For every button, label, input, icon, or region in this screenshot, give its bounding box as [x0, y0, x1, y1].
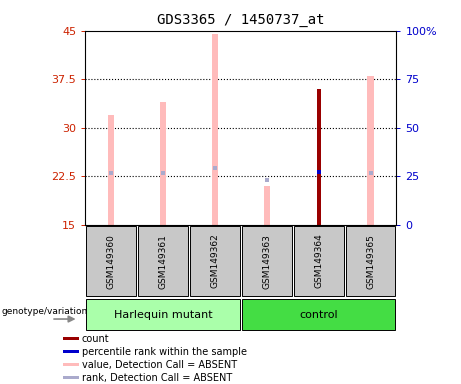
- Text: value, Detection Call = ABSENT: value, Detection Call = ABSENT: [82, 359, 236, 369]
- Text: rank, Detection Call = ABSENT: rank, Detection Call = ABSENT: [82, 372, 232, 382]
- Bar: [138, 226, 188, 296]
- Bar: [242, 226, 292, 296]
- Title: GDS3365 / 1450737_at: GDS3365 / 1450737_at: [157, 13, 325, 27]
- Text: GSM149363: GSM149363: [262, 234, 272, 288]
- Text: GSM149364: GSM149364: [314, 234, 323, 288]
- Bar: [294, 226, 343, 296]
- Text: genotype/variation: genotype/variation: [2, 307, 88, 316]
- Text: GSM149362: GSM149362: [210, 234, 219, 288]
- Bar: [317, 89, 321, 225]
- Bar: [367, 76, 373, 225]
- Text: GSM149361: GSM149361: [159, 234, 168, 288]
- Text: Harlequin mutant: Harlequin mutant: [114, 310, 213, 320]
- Bar: [86, 300, 240, 330]
- Bar: [63, 350, 79, 353]
- Text: percentile rank within the sample: percentile rank within the sample: [82, 347, 247, 357]
- Bar: [63, 337, 79, 341]
- Bar: [63, 376, 79, 379]
- Bar: [264, 186, 270, 225]
- Bar: [108, 115, 114, 225]
- Bar: [242, 300, 396, 330]
- Text: control: control: [299, 310, 338, 320]
- Bar: [63, 363, 79, 366]
- Bar: [212, 34, 218, 225]
- Text: count: count: [82, 334, 109, 344]
- Bar: [86, 226, 136, 296]
- Bar: [160, 102, 166, 225]
- Bar: [346, 226, 396, 296]
- Text: GSM149360: GSM149360: [106, 234, 116, 288]
- Text: GSM149365: GSM149365: [366, 234, 375, 288]
- Bar: [190, 226, 240, 296]
